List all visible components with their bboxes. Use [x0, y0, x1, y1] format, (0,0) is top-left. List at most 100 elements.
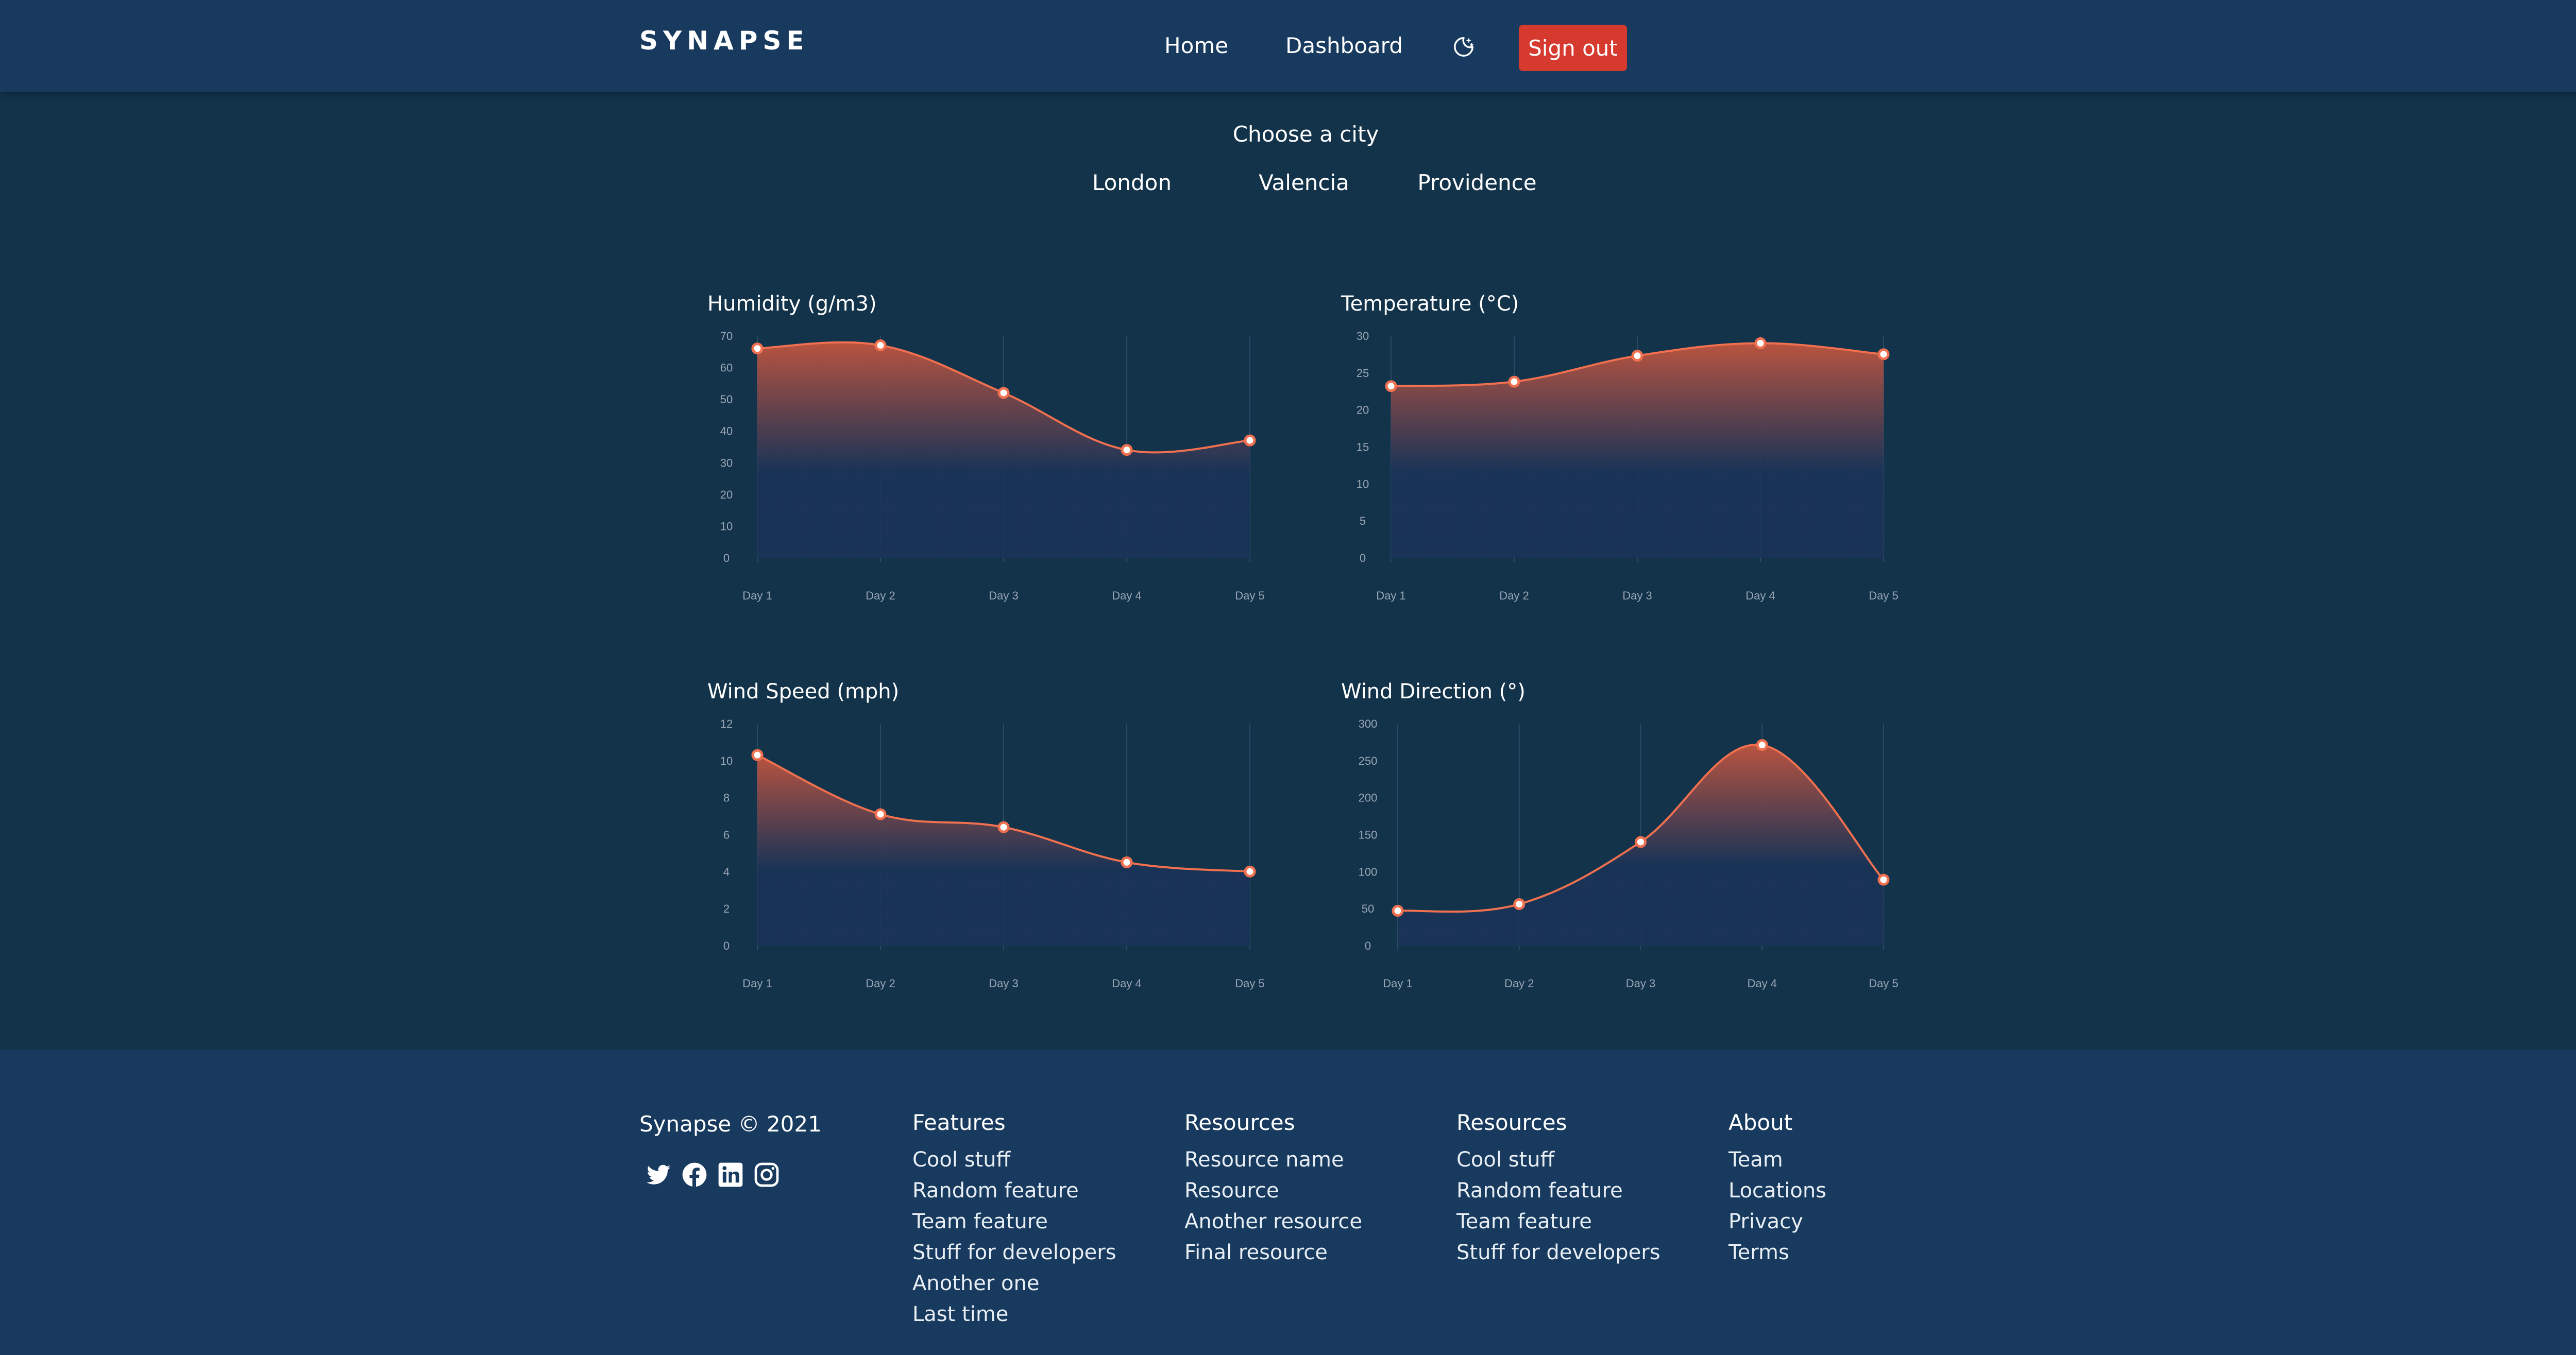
footer-link[interactable]: Stuff for developers	[912, 1241, 1116, 1264]
y-tick-label: 150	[1359, 829, 1378, 842]
facebook-icon[interactable]	[680, 1160, 709, 1189]
area-fill	[757, 755, 1250, 946]
y-tick-label: 5	[1360, 514, 1366, 527]
x-tick-label: Day 1	[1383, 977, 1412, 990]
data-point[interactable]	[1121, 856, 1133, 868]
footer-link[interactable]: Privacy	[1728, 1210, 1803, 1233]
y-tick-label: 50	[720, 393, 733, 406]
footer-link[interactable]: Cool stuff	[912, 1148, 1011, 1172]
temperature-chart-title: Temperature (°C)	[1341, 292, 1519, 316]
footer-link[interactable]: Resource	[1184, 1179, 1279, 1203]
x-tick-label: Day 4	[1112, 589, 1141, 602]
y-tick-label: 2	[723, 902, 730, 915]
city-option-london[interactable]: London	[1092, 170, 1172, 195]
y-tick-label: 60	[720, 362, 733, 374]
footer-column-about: About Team Locations Privacy Terms	[1728, 1108, 1826, 1268]
data-point[interactable]	[1635, 836, 1647, 848]
y-tick-label: 40	[720, 425, 733, 438]
footer-column-resources-2: Resources Cool stuff Random feature Team…	[1456, 1108, 1660, 1268]
data-point[interactable]	[751, 749, 764, 761]
footer-link[interactable]: Random feature	[912, 1179, 1079, 1203]
twitter-icon[interactable]	[644, 1160, 673, 1189]
city-option-providence[interactable]: Providence	[1417, 170, 1537, 195]
x-tick-label: Day 5	[1235, 589, 1264, 602]
data-point[interactable]	[1244, 865, 1256, 878]
footer-column-heading: About	[1728, 1110, 1793, 1135]
wind-speed-chart-title: Wind Speed (mph)	[707, 680, 900, 704]
footer-link[interactable]: Team	[1728, 1148, 1783, 1172]
data-point[interactable]	[1754, 337, 1767, 349]
linkedin-icon[interactable]	[716, 1160, 745, 1189]
data-point[interactable]	[1877, 873, 1890, 886]
footer-link[interactable]: Locations	[1728, 1179, 1827, 1203]
data-point[interactable]	[1513, 898, 1526, 911]
series-line	[1397, 743, 1885, 913]
footer-column-resources: Resources Resource name Resource Another…	[1184, 1108, 1362, 1268]
x-tick-label: Day 1	[742, 977, 772, 990]
city-chooser-title: Choose a city	[1232, 122, 1379, 147]
x-tick-label: Day 3	[989, 589, 1018, 602]
nav-home-link[interactable]: Home	[1164, 33, 1229, 58]
instagram-icon[interactable]	[752, 1160, 781, 1189]
data-point[interactable]	[997, 821, 1010, 833]
footer-link[interactable]: Last time	[912, 1302, 1009, 1326]
data-point[interactable]	[874, 339, 887, 351]
data-point[interactable]	[874, 808, 887, 820]
y-tick-label: 250	[1359, 754, 1378, 767]
x-tick-label: Day 2	[866, 977, 895, 990]
y-tick-label: 50	[1362, 902, 1374, 915]
x-tick-label: Day 3	[1626, 977, 1655, 990]
data-point[interactable]	[1121, 444, 1133, 456]
y-tick-label: 8	[723, 792, 730, 804]
x-tick-label: Day 4	[1112, 977, 1141, 990]
x-tick-label: Day 5	[1869, 977, 1898, 990]
y-tick-label: 0	[723, 552, 730, 564]
y-tick-label: 10	[720, 520, 733, 533]
copyright-text: Synapse © 2021	[639, 1111, 822, 1137]
y-tick-label: 20	[720, 488, 733, 501]
x-tick-label: Day 5	[1235, 977, 1264, 990]
y-tick-label: 12	[720, 717, 733, 730]
data-point[interactable]	[997, 387, 1010, 399]
nav-dashboard-link[interactable]: Dashboard	[1285, 33, 1403, 58]
footer-column-features: Features Cool stuff Random feature Team …	[912, 1108, 1116, 1330]
x-tick-label: Day 4	[1745, 589, 1775, 602]
y-tick-label: 10	[1357, 477, 1369, 490]
footer-link[interactable]: Team feature	[912, 1210, 1048, 1233]
y-tick-label: 15	[1357, 441, 1369, 454]
x-tick-label: Day 2	[866, 589, 895, 602]
x-tick-label: Day 4	[1748, 977, 1777, 990]
data-point[interactable]	[1385, 380, 1397, 392]
footer-column-heading: Features	[912, 1110, 1006, 1135]
city-option-valencia[interactable]: Valencia	[1259, 170, 1349, 195]
footer-link[interactable]: Cool stuff	[1456, 1148, 1555, 1172]
footer-link[interactable]: Another one	[912, 1272, 1040, 1295]
footer-link[interactable]: Team feature	[1456, 1210, 1592, 1233]
footer-link[interactable]: Stuff for developers	[1456, 1241, 1660, 1264]
x-tick-label: Day 1	[1376, 589, 1405, 602]
footer-link[interactable]: Another resource	[1184, 1210, 1362, 1233]
sign-out-button[interactable]: Sign out	[1519, 25, 1627, 71]
footer-link[interactable]: Resource name	[1184, 1148, 1344, 1172]
data-point[interactable]	[1756, 739, 1768, 751]
moon-icon[interactable]	[1452, 35, 1476, 59]
data-point[interactable]	[1392, 904, 1404, 917]
x-tick-label: Day 3	[989, 977, 1018, 990]
y-tick-label: 25	[1357, 367, 1369, 380]
data-point[interactable]	[751, 342, 764, 355]
synapse-logo[interactable]: SYNAPSE	[639, 26, 809, 56]
y-tick-label: 70	[720, 330, 733, 342]
data-point[interactable]	[1244, 434, 1256, 447]
footer-link[interactable]: Final resource	[1184, 1241, 1328, 1264]
data-point[interactable]	[1877, 348, 1890, 361]
data-point[interactable]	[1508, 375, 1520, 388]
data-point[interactable]	[1631, 350, 1643, 362]
area-fill	[1391, 343, 1884, 558]
humidity-chart-title: Humidity (g/m3)	[707, 292, 877, 316]
y-tick-label: 0	[1360, 552, 1366, 564]
footer-link[interactable]: Terms	[1728, 1241, 1789, 1264]
footer-link[interactable]: Random feature	[1456, 1179, 1623, 1203]
